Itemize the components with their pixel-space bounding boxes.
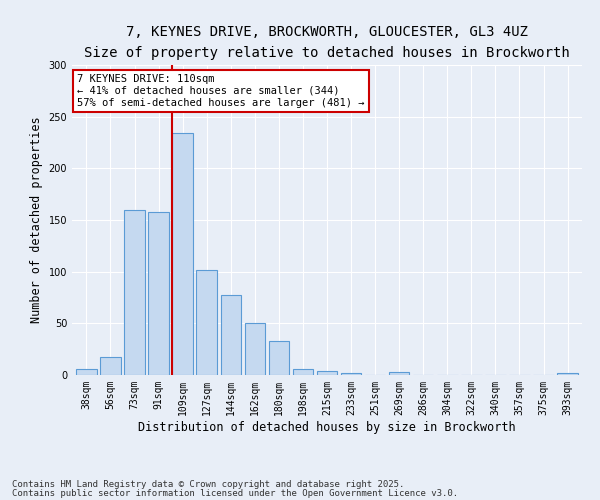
Bar [341,373,361,375]
Text: Contains HM Land Registry data © Crown copyright and database right 2025.: Contains HM Land Registry data © Crown c… [12,480,404,489]
Text: 7 KEYNES DRIVE: 110sqm
← 41% of detached houses are smaller (344)
57% of semi-de: 7 KEYNES DRIVE: 110sqm ← 41% of detached… [77,74,365,108]
Bar [317,371,337,375]
Bar [148,212,169,375]
Bar [221,296,241,375]
Text: Contains public sector information licensed under the Open Government Licence v3: Contains public sector information licen… [12,488,458,498]
Bar [245,324,265,375]
X-axis label: Distribution of detached houses by size in Brockworth: Distribution of detached houses by size … [138,420,516,434]
Y-axis label: Number of detached properties: Number of detached properties [30,116,43,324]
Bar [172,133,193,375]
Bar [389,372,409,375]
Bar [293,369,313,375]
Bar [557,373,578,375]
Bar [76,369,97,375]
Bar [100,358,121,375]
Bar [196,270,217,375]
Bar [269,341,289,375]
Title: 7, KEYNES DRIVE, BROCKWORTH, GLOUCESTER, GL3 4UZ
Size of property relative to de: 7, KEYNES DRIVE, BROCKWORTH, GLOUCESTER,… [84,25,570,59]
Bar [124,210,145,375]
